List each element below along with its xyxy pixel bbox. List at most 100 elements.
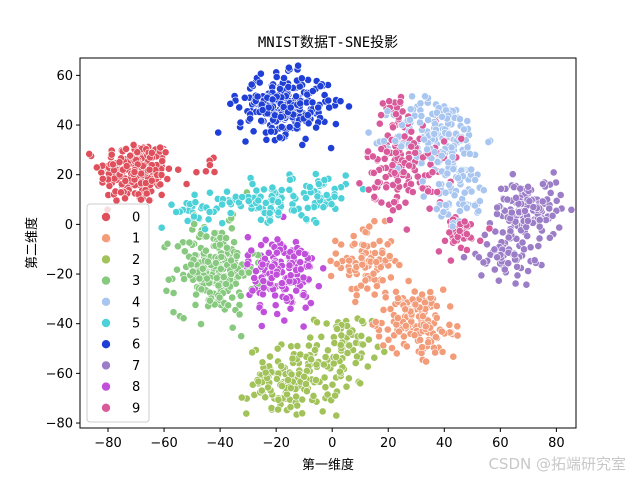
point-class-9 [407, 127, 416, 136]
point-class-7 [518, 238, 527, 247]
point-class-2 [335, 367, 344, 376]
point-class-6 [275, 133, 284, 142]
point-class-2 [321, 383, 330, 392]
point-class-4 [435, 180, 443, 189]
point-class-9 [457, 134, 466, 143]
point-class-9 [355, 179, 364, 188]
point-class-7 [511, 279, 520, 288]
point-class-1 [453, 331, 462, 340]
point-class-4 [474, 207, 483, 215]
point-class-2 [313, 318, 321, 327]
point-class-2 [254, 377, 263, 386]
point-class-0 [107, 150, 116, 159]
point-class-8 [271, 301, 280, 310]
point-class-3 [173, 265, 181, 274]
point-class-4 [449, 165, 458, 174]
point-class-9 [462, 246, 471, 254]
point-class-9 [433, 188, 442, 196]
point-class-2 [317, 332, 326, 341]
point-class-0 [147, 148, 156, 157]
point-class-9 [389, 123, 397, 132]
point-class-6 [240, 93, 249, 102]
point-class-1 [357, 253, 366, 262]
point-class-1 [402, 342, 411, 351]
point-class-7 [510, 250, 519, 259]
point-class-4 [441, 188, 450, 197]
point-class-1 [379, 341, 388, 350]
point-class-3 [235, 310, 244, 319]
point-class-0 [122, 162, 131, 170]
point-class-4 [406, 116, 414, 124]
point-class-8 [264, 248, 273, 257]
x-tick-label: 0 [328, 436, 336, 451]
point-class-9 [368, 152, 377, 161]
point-class-0 [121, 176, 130, 185]
point-class-1 [369, 269, 378, 278]
point-class-5 [244, 197, 253, 205]
y-tick-label: −40 [46, 317, 73, 332]
point-class-4 [417, 112, 426, 120]
point-class-5 [286, 175, 294, 184]
point-class-0 [156, 143, 165, 152]
point-class-1 [421, 322, 430, 331]
point-class-9 [445, 228, 454, 237]
point-class-7 [483, 240, 491, 249]
point-class-4 [444, 158, 453, 167]
legend-label-7: 7 [132, 359, 140, 374]
point-class-1 [432, 302, 441, 310]
point-class-4 [438, 112, 446, 121]
point-class-5 [265, 209, 274, 217]
point-class-1 [422, 357, 430, 366]
point-class-1 [418, 343, 426, 352]
point-class-9 [428, 168, 437, 177]
point-class-3 [187, 260, 195, 269]
point-class-1 [410, 331, 419, 340]
point-class-7 [522, 280, 531, 289]
point-class-2 [261, 368, 270, 377]
point-class-8 [248, 286, 257, 295]
point-class-4 [443, 169, 452, 178]
legend-marker-9 [101, 402, 111, 413]
point-class-7 [535, 234, 544, 243]
point-class-1 [399, 332, 408, 341]
point-class-4 [432, 108, 441, 117]
point-class-3 [198, 264, 207, 273]
point-class-2 [277, 362, 286, 370]
point-class-4 [467, 187, 476, 196]
point-class-9 [455, 226, 464, 235]
point-class-1 [379, 305, 388, 314]
point-class-1 [331, 236, 340, 245]
x-tick-label: 60 [492, 436, 509, 451]
point-class-6 [331, 120, 340, 128]
point-class-6 [296, 99, 305, 108]
point-class-1 [363, 284, 372, 293]
x-tick-label: 40 [436, 436, 453, 451]
point-class-7 [520, 245, 528, 254]
point-class-8 [299, 322, 308, 331]
point-class-8 [304, 262, 313, 270]
plot-frame [79, 57, 577, 429]
point-class-2 [302, 387, 311, 396]
point-class-2 [261, 393, 270, 402]
point-class-0 [158, 157, 167, 165]
point-class-1 [337, 240, 345, 249]
point-class-4 [424, 116, 432, 124]
point-class-4 [430, 129, 439, 138]
point-class-8 [258, 260, 267, 269]
point-class-3 [195, 274, 204, 283]
point-class-8 [319, 264, 328, 273]
point-class-1 [331, 249, 340, 258]
point-class-8 [273, 235, 282, 244]
point-class-9 [380, 154, 389, 163]
point-class-6 [285, 123, 294, 132]
legend-marker-5 [101, 318, 111, 328]
point-class-7 [513, 271, 522, 280]
point-class-5 [218, 219, 227, 228]
point-class-3 [214, 281, 223, 290]
point-class-5 [285, 185, 294, 194]
point-class-7 [526, 243, 535, 252]
point-class-7 [480, 230, 489, 239]
point-class-8 [259, 283, 268, 292]
point-class-9 [385, 97, 394, 106]
point-class-0 [161, 148, 170, 157]
